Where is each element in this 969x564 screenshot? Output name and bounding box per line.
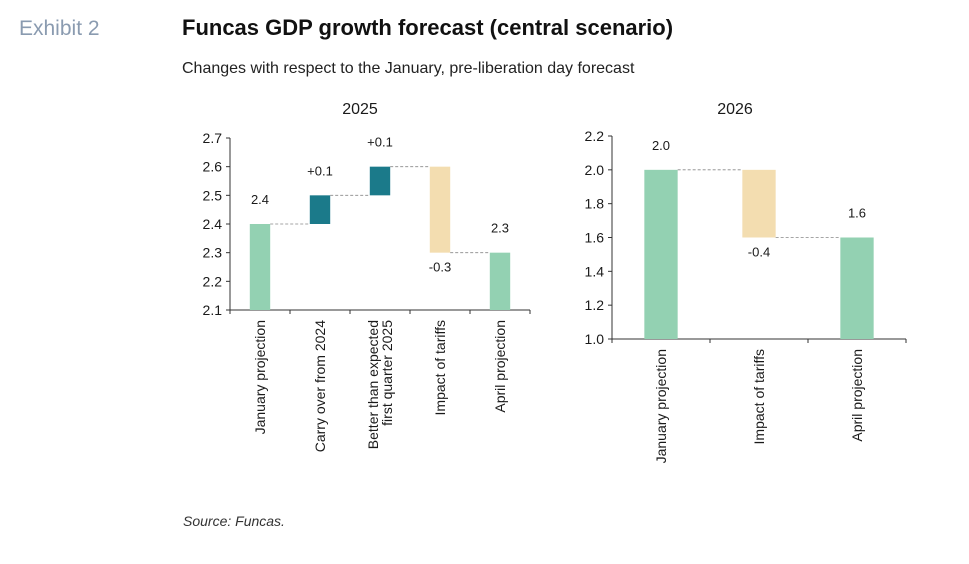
c0-y-tick-label: 2.5 xyxy=(203,187,223,203)
c0-bar-total xyxy=(489,252,511,310)
c0-x-category-label: Impact of tariffs xyxy=(432,320,448,415)
c0-y-tick-label: 2.2 xyxy=(203,273,223,289)
c1-x-category-label: Impact of tariffs xyxy=(751,349,767,444)
c0-x-category-label: January projection xyxy=(252,320,268,434)
c1-panel-title: 2026 xyxy=(717,101,753,118)
c0-data-label: +0.1 xyxy=(307,163,333,178)
c1-y-tick-label: 2.2 xyxy=(585,128,605,144)
c0-data-label: 2.4 xyxy=(251,192,269,207)
c0-bar-negative xyxy=(429,166,451,253)
c1-y-tick-label: 1.0 xyxy=(585,331,605,347)
c0-y-tick-label: 2.3 xyxy=(203,245,223,261)
c0-panel-title: 2025 xyxy=(342,101,378,118)
c1-data-label: 1.6 xyxy=(848,206,866,221)
c0-x-category-label: Carry over from 2024 xyxy=(312,320,328,452)
chart-subtitle: Changes with respect to the January, pre… xyxy=(182,60,635,77)
c1-x-category-label: January projection xyxy=(653,349,669,463)
c0-y-tick-label: 2.1 xyxy=(203,302,223,318)
c0-data-label: +0.1 xyxy=(367,135,393,150)
c1-y-tick-label: 1.8 xyxy=(585,196,605,212)
source-note: Source: Funcas. xyxy=(183,513,285,529)
c0-bar-total xyxy=(249,224,271,310)
c1-y-tick-label: 2.0 xyxy=(585,162,605,178)
c1-y-tick-label: 1.4 xyxy=(585,263,605,279)
c1-bar-total xyxy=(644,169,678,339)
exhibit-label: Exhibit 2 xyxy=(19,17,100,40)
c1-bar-negative xyxy=(742,169,776,238)
c1-y-tick-label: 1.6 xyxy=(585,230,605,246)
c0-data-label: -0.3 xyxy=(429,260,451,275)
c1-data-label: 2.0 xyxy=(652,138,670,153)
c0-bar-positive xyxy=(309,195,331,224)
chart-title: Funcas GDP growth forecast (central scen… xyxy=(182,15,674,40)
c0-y-tick-label: 2.6 xyxy=(203,159,223,175)
c0-x-category-label: April projection xyxy=(492,320,508,413)
c1-x-category-label: April projection xyxy=(849,349,865,442)
c0-y-tick-label: 2.4 xyxy=(203,216,223,232)
c1-bar-total xyxy=(840,237,874,339)
c0-x-category-label: Better than expectedfirst quarter 2025 xyxy=(365,320,395,449)
c0-data-label: 2.3 xyxy=(491,221,509,236)
c1-data-label: -0.4 xyxy=(748,245,770,260)
c0-bar-positive xyxy=(369,166,391,196)
c0-y-tick-label: 2.7 xyxy=(203,130,223,146)
c1-y-tick-label: 1.2 xyxy=(585,297,605,313)
